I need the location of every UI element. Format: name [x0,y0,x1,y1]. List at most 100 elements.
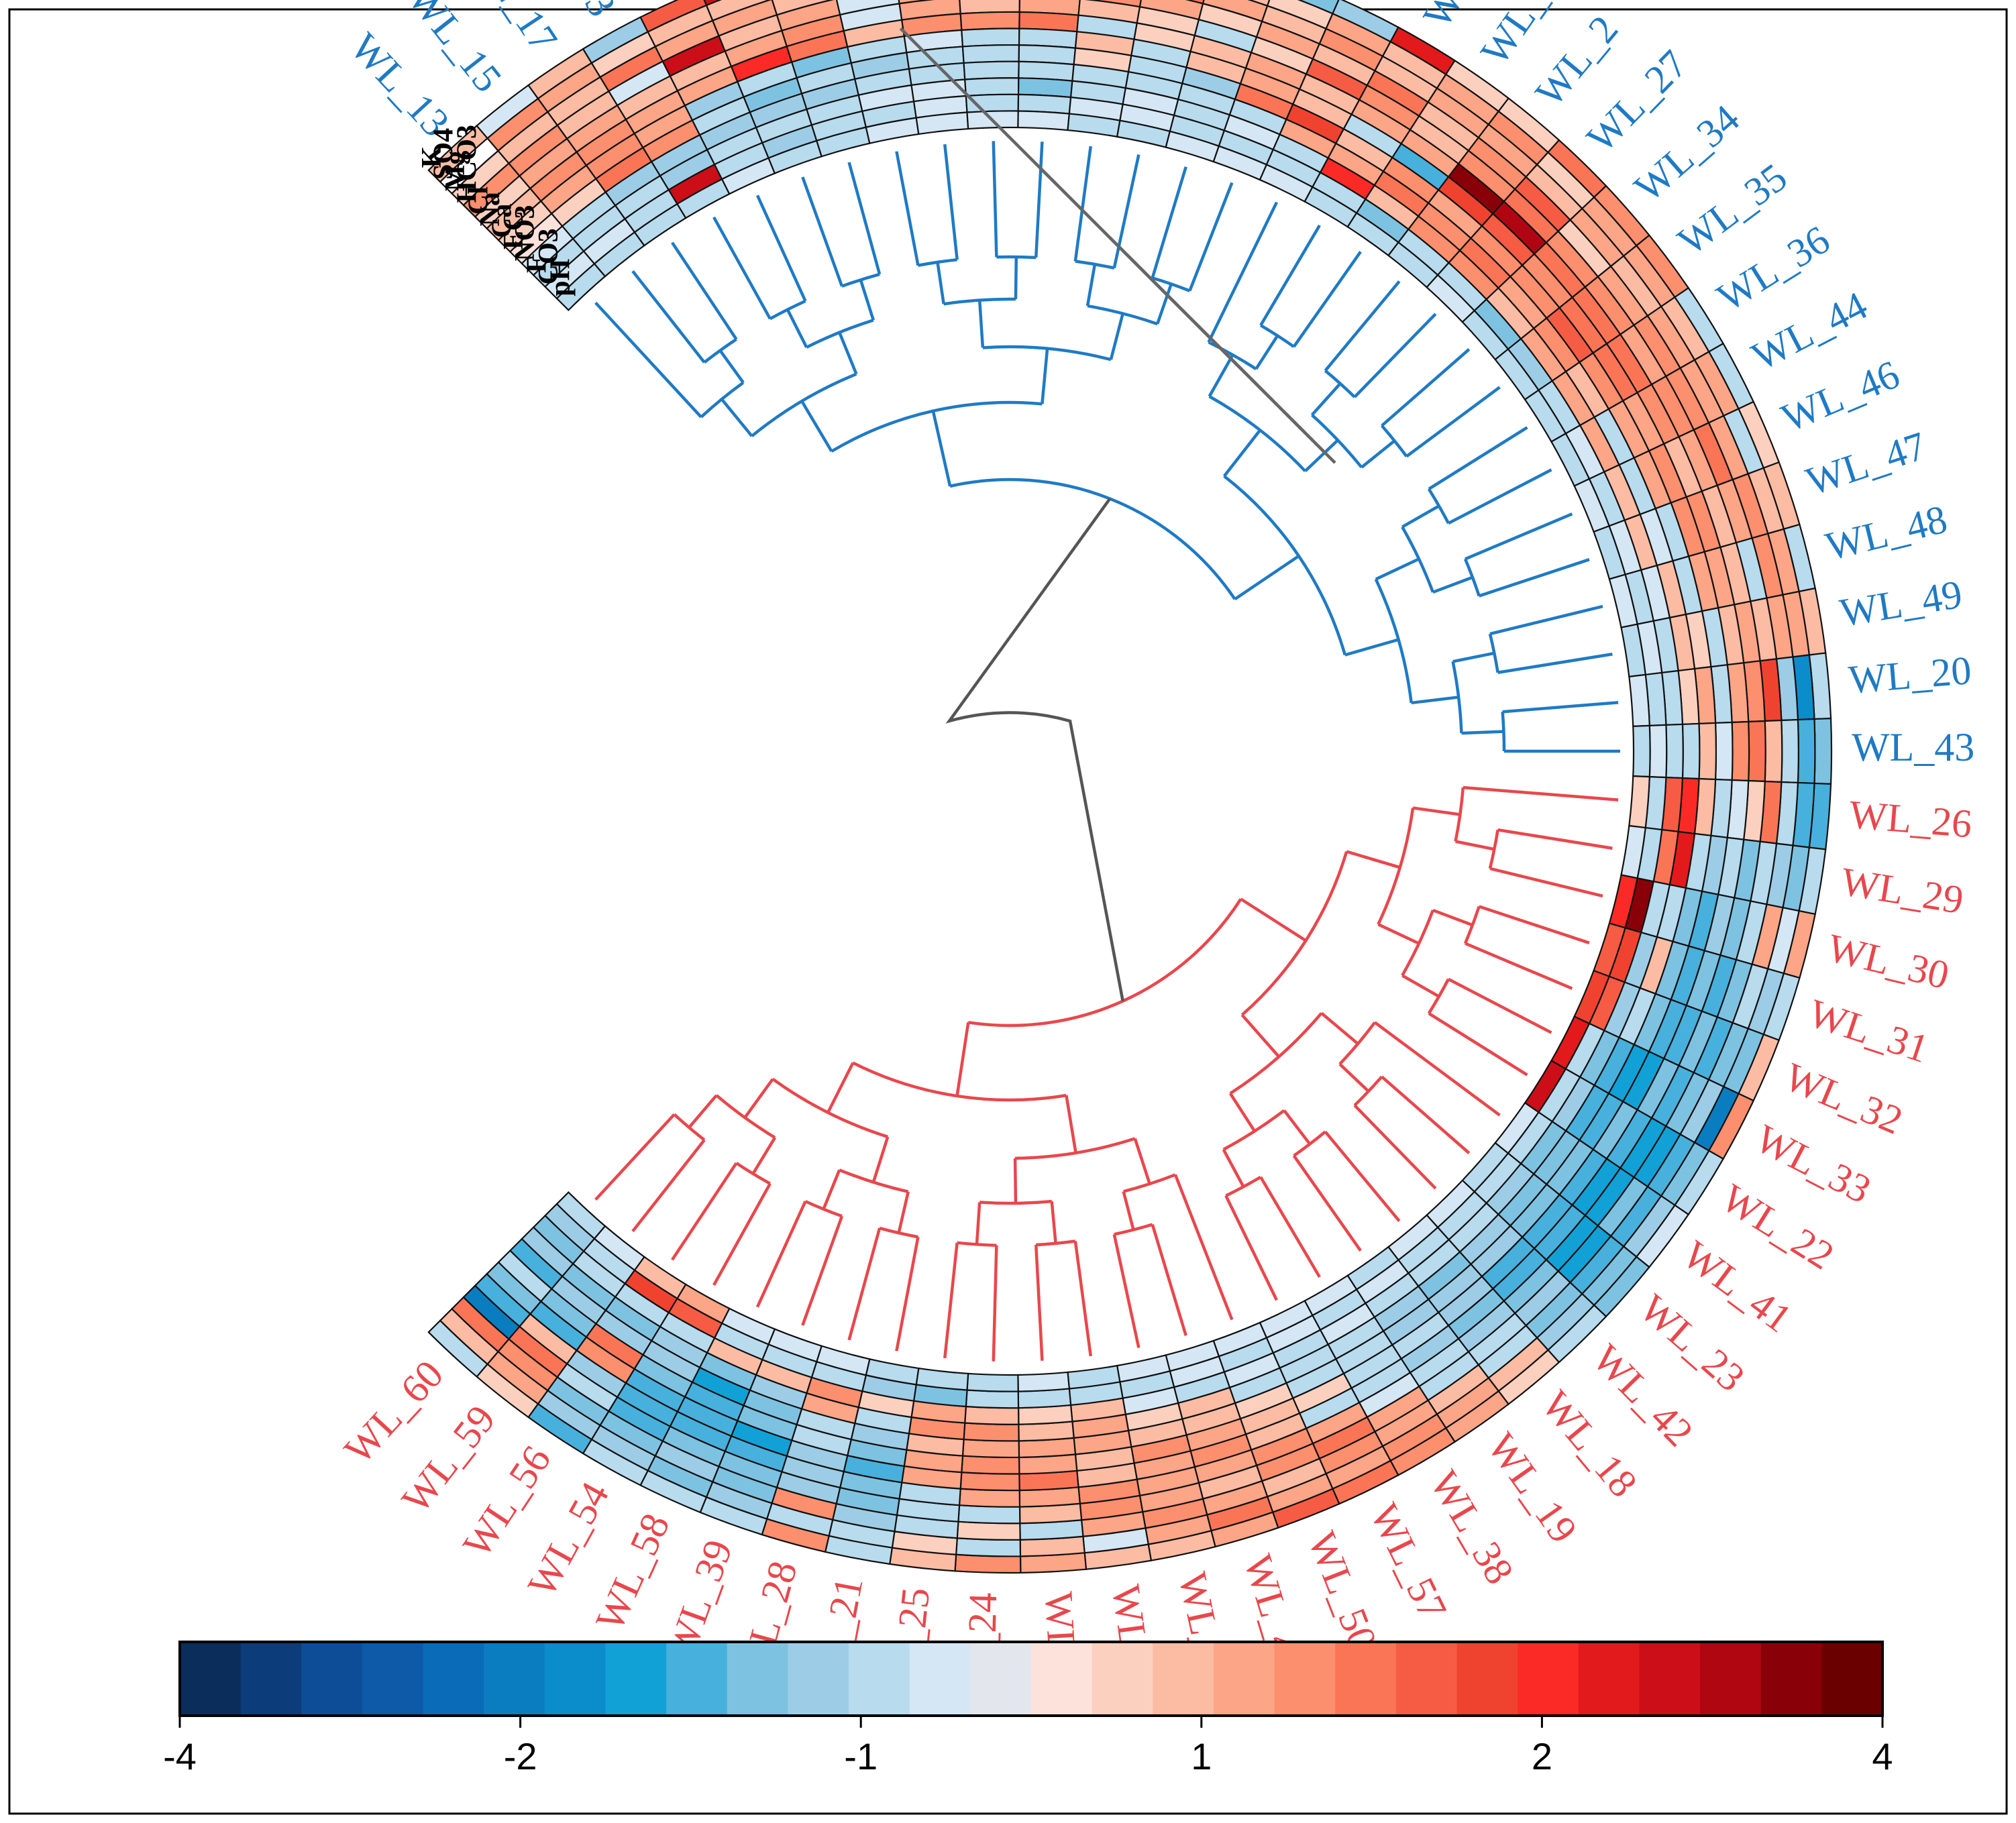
dendrogram-branch [1034,1244,1044,1361]
sample-label: WL_26 [1848,792,1974,846]
dendrogram-branch [719,349,745,384]
dendrogram-branch [982,345,1112,362]
heatmap-cell [1781,718,1799,784]
dendrogram-branch [1222,1148,1245,1188]
dendrogram-branch [1377,923,1420,945]
dendrogram-branch [975,1202,982,1245]
heatmap-cell [956,1521,1021,1541]
heatmap-cell [964,77,1020,97]
colorbar-tick-label: -2 [504,1735,537,1777]
dendrogram-branch [688,1094,718,1129]
dendrogram-branch [1151,166,1187,279]
dendrogram-branch [1073,1241,1093,1357]
sample-label: WL_50 [1299,1526,1385,1657]
heatmap-cell [961,1438,1020,1458]
dendrogram-branch [949,478,1236,600]
colorbar-swatch [240,1642,302,1716]
dendrogram-branch [1432,575,1473,594]
dendrogram-branch [743,1078,774,1119]
dendrogram-branch [1380,425,1408,457]
dendrogram-branch [673,1113,706,1142]
dendrogram-branch [1447,977,1552,1034]
dendrogram-branch [838,331,858,375]
heatmap-cell [965,1389,1020,1409]
dendrogram-branch [847,1227,882,1341]
dendrogram-branch [801,176,844,287]
heatmap-cell [954,1553,1022,1574]
dendrogram-branch [1377,808,1415,926]
dendrogram-branch [1451,661,1463,734]
heatmap-cell [1698,722,1717,781]
colorbar-swatch [1395,1642,1458,1716]
dendrogram-branch [1375,557,1420,581]
colorbar-swatch [1456,1642,1518,1716]
dendrogram-branch [1122,1191,1135,1231]
dendrogram-branch [847,162,882,275]
dendrogram-branch [1123,1173,1176,1193]
dendrogram-branch [1320,1011,1359,1045]
dendrogram-branch [943,297,1016,306]
dendrogram-branch [1292,1154,1362,1252]
heatmap-cell [1628,673,1650,728]
heatmap-cell [957,1504,1021,1525]
dendrogram-branch [1479,905,1590,944]
colorbar-swatch [1700,1642,1762,1716]
colorbar-swatch [484,1642,545,1716]
heatmap-cell [964,1405,1020,1425]
dendrogram-branch [1173,1174,1234,1321]
colorbar-swatch [909,1642,971,1716]
dendrogram-branch [1381,348,1471,427]
dendrogram-branch [1050,1201,1057,1244]
colorbar-swatch [605,1642,667,1716]
dendrogram-branch [1461,730,1504,735]
variable-label: CO3 [533,228,564,284]
dendrogram-branch [1401,909,1435,977]
heatmap-cell [1648,724,1668,779]
dendrogram-branch [955,1021,970,1097]
heatmap-cell [1714,721,1734,781]
dendrogram-branch [1428,426,1528,490]
dendrogram-branch [1374,578,1413,704]
dendrogram-branch [755,1201,807,1308]
dendrogram-branch [822,1169,841,1210]
heatmap-cell [961,1455,1020,1475]
colorbar-tick-label: -1 [844,1735,878,1777]
dendrogram-branch [1188,182,1234,292]
dendrogram-branch [1479,558,1590,598]
dendrogram-branch [1381,1075,1471,1154]
variable-label: F [522,256,553,273]
variable-label: NO3 [510,205,541,262]
dendrogram-branch [1452,651,1495,663]
dendrogram-branch [1401,526,1435,593]
colorbar-swatch [1213,1642,1275,1716]
dendrogram-branch [1255,335,1279,370]
colorbar-swatch [1518,1642,1579,1716]
sample-label: WL_43 [1852,725,1974,769]
dendrogram-branch [1208,395,1307,472]
dendrogram-branch [1412,806,1461,816]
colorbar-swatch [1821,1642,1883,1716]
dendrogram-branch [967,898,1242,1028]
dendrogram-branch [992,1245,998,1362]
dendrogram-branch [1401,974,1440,998]
dendrogram-branch [895,151,920,266]
dendrogram-branch [712,216,772,320]
colorbar-swatch [1760,1642,1822,1716]
heatmap-cell [1665,723,1684,779]
heatmap-cell [1731,720,1750,782]
dendrogram-branch [1109,313,1124,360]
dendrogram-branch [1353,313,1437,398]
colorbar-swatch [666,1642,728,1716]
colorbar-swatch [301,1642,363,1716]
dendrogram-branch [1344,638,1399,657]
dendrogram-branch [1260,324,1295,348]
variable-label: pH [545,259,576,296]
dendrogram-branch [1502,701,1619,714]
colorbar-swatch [1639,1642,1701,1716]
variable-label: SO4 [429,128,460,180]
sample-label: WL_29 [1838,859,1966,922]
dendrogram-branch [755,195,807,302]
colorbar-outline [178,1641,1884,1717]
